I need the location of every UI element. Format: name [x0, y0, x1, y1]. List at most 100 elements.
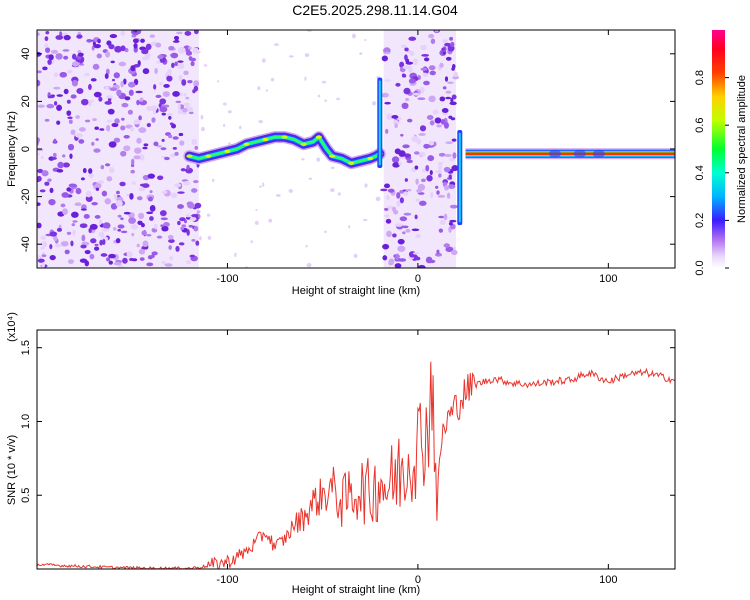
noise-speckle	[155, 42, 162, 48]
top-y-tick-label: -20	[20, 189, 32, 205]
noise-speckle	[442, 86, 447, 90]
noise-speckle	[106, 119, 112, 123]
noise-speckle	[56, 94, 63, 97]
noise-speckle	[123, 134, 130, 139]
noise-speckle	[392, 233, 397, 238]
noise-speckle	[44, 36, 49, 42]
noise-speckle	[111, 78, 115, 82]
noise-speckle	[104, 73, 109, 80]
noise-speckle	[177, 191, 185, 194]
noise-speckle	[438, 173, 442, 178]
noise-speckle	[142, 240, 149, 248]
noise-speckle	[176, 31, 183, 35]
noise-speckle	[434, 185, 439, 189]
noise-speckle	[452, 152, 457, 159]
noise-speckle	[445, 96, 452, 100]
noise-speckle	[160, 147, 167, 151]
noise-speckle	[41, 170, 49, 177]
noise-speckle	[60, 240, 69, 247]
noise-speckle	[381, 55, 388, 62]
colorbar-axis: 0.0 0.2 0.4 0.6 0.8	[694, 70, 729, 276]
noise-speckle	[106, 257, 111, 262]
noise-speckle	[412, 58, 418, 66]
noise-speckle	[439, 62, 444, 68]
noise-speckle	[451, 165, 459, 172]
chart-title: C2E5.2025.298.11.14.G04	[292, 2, 458, 18]
noise-speckle	[170, 153, 176, 158]
signal-track-peak	[205, 154, 212, 158]
noise-speckle	[80, 208, 87, 211]
noise-speckle	[184, 31, 192, 36]
noise-speckle	[53, 101, 58, 106]
noise-speckle	[177, 220, 181, 226]
sparse-speckle-dot	[306, 262, 312, 268]
noise-speckle	[166, 112, 173, 117]
noise-speckle	[116, 89, 122, 97]
sparse-speckle-dot	[321, 80, 327, 84]
noise-speckle	[68, 119, 73, 125]
top-axes: -100 0 100 -40 -20 0 20 40	[20, 30, 675, 285]
noise-speckle	[109, 167, 115, 174]
noise-speckle	[399, 197, 404, 204]
noise-speckle	[400, 133, 404, 137]
noise-speckle	[49, 187, 54, 193]
colorbar-tick-label: 0.8	[694, 70, 706, 85]
noise-speckle	[136, 99, 140, 106]
noise-speckle	[93, 148, 101, 153]
noise-speckle	[104, 86, 110, 90]
noise-speckle	[423, 57, 430, 62]
noise-speckle	[100, 165, 105, 170]
noise-speckle	[40, 155, 44, 159]
noise-speckle	[111, 122, 119, 128]
noise-speckle	[417, 97, 426, 101]
noise-speckle	[416, 188, 422, 194]
noise-speckle	[177, 60, 184, 63]
noise-speckle	[37, 168, 44, 174]
noise-speckle	[129, 127, 135, 132]
noise-speckle	[177, 63, 185, 70]
noise-speckle	[132, 38, 139, 44]
noise-speckle	[144, 52, 151, 58]
noise-speckle	[67, 69, 73, 74]
noise-speckle	[153, 84, 157, 90]
noise-speckle	[112, 227, 117, 231]
noise-speckle	[392, 162, 400, 168]
noise-speckle	[84, 260, 90, 267]
noise-speckle	[106, 40, 112, 46]
noise-speckle	[446, 192, 451, 199]
noise-speckle	[113, 72, 120, 79]
noise-speckle	[49, 244, 53, 250]
noise-speckle	[107, 108, 115, 115]
vertical-spikes	[377, 77, 463, 226]
noise-speckle	[117, 228, 122, 232]
noise-speckle	[89, 223, 98, 230]
noise-speckle	[80, 244, 87, 249]
noise-speckle	[95, 182, 102, 189]
noise-speckle	[75, 133, 83, 138]
noise-speckle	[120, 217, 124, 221]
noise-speckle	[91, 201, 98, 206]
noise-speckle	[84, 249, 91, 255]
noise-speckle	[404, 47, 409, 52]
noise-speckle	[178, 242, 185, 246]
noise-speckle	[124, 47, 129, 53]
noise-speckle	[100, 253, 108, 257]
noise-speckle	[186, 164, 190, 170]
noise-speckle	[46, 103, 55, 109]
noise-region-background	[383, 30, 456, 268]
noise-speckle	[37, 137, 41, 144]
sparse-speckle-dot	[262, 182, 265, 187]
noise-speckle	[403, 191, 409, 196]
noise-speckle	[395, 253, 400, 260]
snr-line-series	[37, 361, 675, 569]
noise-speckle	[49, 231, 58, 237]
noise-speckle	[419, 125, 427, 132]
noise-speckle	[195, 240, 200, 246]
noise-speckle	[188, 111, 194, 115]
sparse-speckle-dot	[301, 158, 305, 161]
noise-speckle	[126, 251, 133, 258]
noise-speckle	[138, 248, 146, 255]
noise-speckle	[68, 183, 77, 188]
noise-speckle	[66, 187, 72, 192]
noise-speckle	[422, 72, 428, 77]
